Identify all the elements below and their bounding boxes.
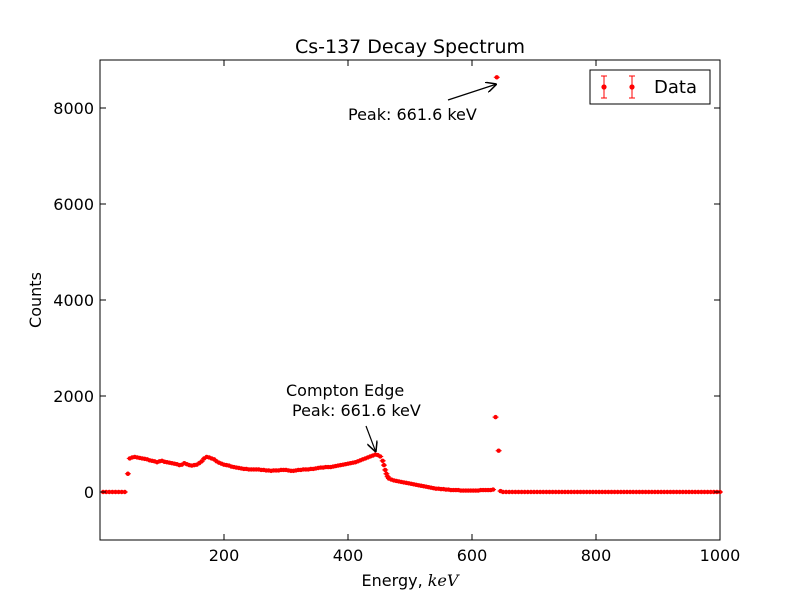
data-point	[124, 471, 131, 476]
y-tick-label: 8000	[53, 99, 94, 118]
x-tick-label: 800	[581, 546, 612, 565]
plot-frame	[99, 59, 721, 541]
chart-title: Cs-137 Decay Spectrum	[295, 36, 525, 58]
annotations-layer: Peak: 661.6 keV Compton Edge Peak: 661.6 k…	[286, 84, 497, 452]
legend-marker	[601, 75, 635, 99]
data-points-layer	[100, 75, 723, 495]
data-point	[492, 414, 499, 420]
x-tick-label: 1000	[700, 546, 741, 565]
annotation-text: Peak: 661.6 keV	[348, 105, 477, 124]
legend-errorbar-dot	[629, 75, 635, 99]
data-point	[121, 489, 128, 495]
ticks-layer	[100, 60, 721, 540]
data-point	[379, 458, 386, 463]
annotation-arrow	[447, 84, 497, 101]
data-point	[198, 459, 205, 464]
x-tick-label: 200	[209, 546, 240, 565]
legend-errorbar-dot	[601, 75, 607, 99]
data-point	[380, 462, 387, 468]
annotation-arrow	[365, 425, 376, 452]
data-point	[377, 454, 384, 459]
annotation-text: Compton Edge Peak: 661.6 keV	[286, 381, 421, 420]
y-axis-label: Counts	[26, 272, 45, 328]
y-tick-label: 6000	[53, 195, 94, 214]
plot-area: Peak: 661.6 keV Compton Edge Peak: 661.6 k…	[99, 59, 723, 541]
y-tick-label: 0	[84, 483, 94, 502]
data-point	[493, 75, 500, 80]
annotation: Compton Edge Peak: 661.6 keV	[286, 381, 421, 452]
annotation: Peak: 661.6 keV	[348, 84, 497, 124]
y-tick-label: 4000	[53, 291, 94, 310]
data-point	[382, 467, 389, 473]
x-tick-labels: 200 400 600 800 1000	[209, 546, 741, 565]
legend: Data	[589, 69, 711, 105]
x-tick-label: 600	[457, 546, 488, 565]
legend-entry-data: Data	[654, 77, 697, 98]
y-tick-labels: 0 2000 4000 6000 8000	[53, 99, 94, 502]
data-point	[490, 487, 497, 492]
x-axis-label: Energy, keV	[362, 571, 460, 590]
x-tick-label: 400	[333, 546, 364, 565]
data-point	[495, 448, 502, 453]
y-tick-label: 2000	[53, 387, 94, 406]
legend-frame	[589, 69, 711, 105]
